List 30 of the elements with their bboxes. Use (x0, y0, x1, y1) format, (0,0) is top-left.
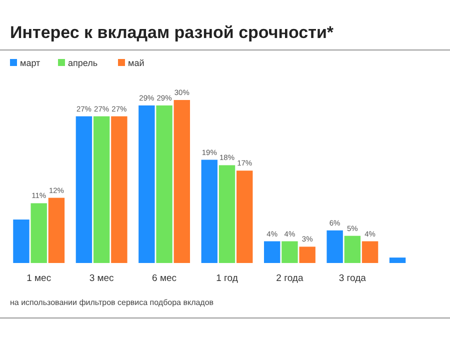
bar (201, 160, 218, 263)
bar (218, 165, 236, 263)
x-tick-label: 3 мес (89, 273, 114, 284)
bar (362, 241, 378, 263)
bar (264, 241, 280, 263)
bar (326, 230, 343, 263)
x-tick-label: 6 мес (152, 273, 177, 284)
bar (13, 220, 30, 263)
bar (111, 116, 128, 263)
x-tick-label: 3 года (338, 273, 367, 284)
legend-label: апрель (68, 58, 98, 68)
bar (236, 170, 253, 263)
text: на использовании фильтров сервиса подбора вкладов (10, 298, 214, 307)
bar (76, 116, 92, 263)
bar (389, 258, 406, 263)
x-tick-label: 1 год (216, 273, 238, 284)
bar (48, 198, 65, 263)
legend-label: май (128, 58, 144, 68)
bar (282, 241, 298, 263)
bar (174, 100, 190, 263)
x-tick-label: 1 мес (26, 273, 52, 284)
legend-label: март (20, 58, 40, 68)
bar (138, 105, 155, 263)
x-tick-label: 2 года (276, 273, 304, 284)
bar (156, 105, 172, 263)
bar (93, 116, 110, 263)
bar (344, 236, 361, 263)
chart-title: Интерес к вкладам разной срочности* (10, 23, 334, 42)
bar (30, 203, 47, 263)
bar (299, 246, 316, 263)
